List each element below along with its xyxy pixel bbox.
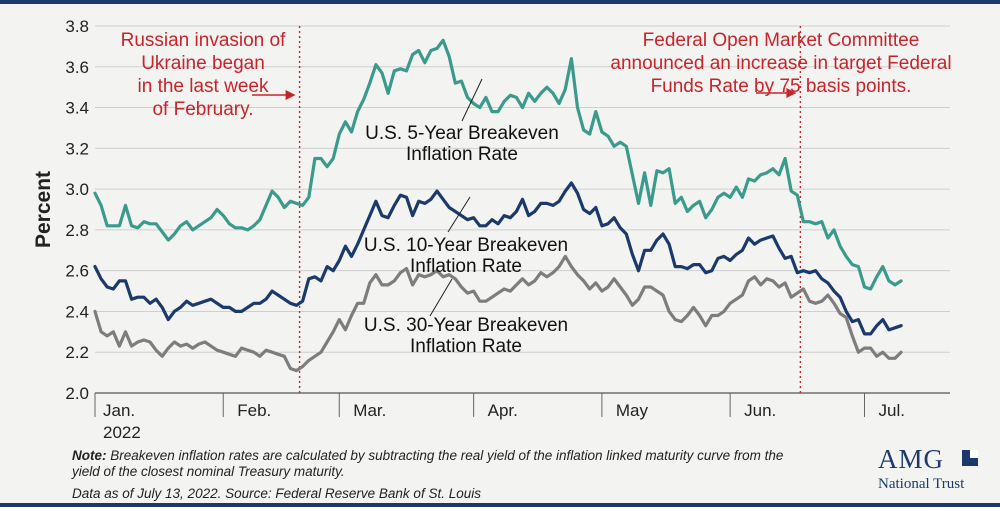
note-label: Note:	[72, 448, 107, 463]
event-arrow-head	[285, 90, 296, 100]
series-label-leader	[429, 278, 453, 317]
series-label-text: U.S. 10-Year Breakeven	[364, 235, 568, 256]
series-line	[93, 181, 903, 336]
logo-subtitle: National Trust	[878, 476, 965, 492]
x-tick-sublabel: 2022	[103, 423, 141, 442]
event-annotation-line: Federal Open Market Committee	[643, 30, 920, 51]
y-tick-label: 3.4	[65, 99, 89, 118]
event-annotation-line: Funds Rate by 75 basis points.	[651, 76, 912, 97]
y-tick-label: 3.8	[65, 17, 89, 36]
event-annotation-line: in the last week	[138, 76, 269, 97]
series-line	[93, 38, 903, 291]
event-annotation-line: Russian invasion of	[121, 30, 286, 51]
series-label-text: U.S. 5-Year Breakeven	[365, 123, 559, 144]
y-axis-title: Percent	[32, 171, 55, 248]
event-annotation-line: Ukraine began	[141, 53, 265, 74]
series-label-text: Inflation Rate	[406, 144, 518, 165]
series-label-leader	[461, 78, 483, 122]
x-tick-label: Feb.	[237, 401, 271, 420]
y-tick-label: 3.0	[65, 180, 89, 199]
logo-name: AMG	[878, 444, 945, 474]
x-tick-label: Apr.	[488, 401, 518, 420]
y-tick-label: 3.2	[65, 139, 89, 158]
line-chart: 2.0 2.2 2.4 2.6 2.8 3.0 3.2 3.4 3.6 3.8 Jan. 2022 Fe…	[32, 17, 952, 442]
series-line	[93, 254, 903, 373]
y-tick-label: 2.6	[65, 262, 89, 281]
event-arrow-head	[786, 88, 797, 98]
y-tick-label: 2.8	[65, 221, 89, 240]
y-tick-label: 2.2	[65, 343, 89, 362]
series-label-text: Inflation Rate	[410, 256, 522, 277]
event-annotation-line: of February.	[152, 99, 253, 120]
note-text: Breakeven inflation rates are calculated…	[72, 448, 784, 479]
y-tick-label: 2.0	[65, 384, 89, 403]
x-tick-label: Jul.	[879, 401, 905, 420]
series-label-leader	[447, 196, 471, 233]
x-tick-label: May	[616, 401, 649, 420]
logo-square-icon	[962, 450, 978, 466]
x-tick-label: Mar.	[353, 401, 386, 420]
series-label-text: U.S. 30-Year Breakeven	[364, 315, 568, 336]
source-note: Data as of July 13, 2022. Source: Federa…	[72, 486, 481, 501]
x-tick-label: Jan.	[103, 401, 135, 420]
series-label-text: Inflation Rate	[410, 336, 522, 357]
y-tick-label: 3.6	[65, 58, 89, 77]
x-tick-label: Jun.	[744, 401, 776, 420]
amg-logo: AMG National Trust	[870, 442, 990, 498]
event-annotation-line: announced an increase in target Federal	[610, 53, 951, 74]
y-tick-label: 2.4	[65, 302, 89, 321]
footnote: Note: Breakeven inflation rates are calc…	[72, 448, 812, 480]
